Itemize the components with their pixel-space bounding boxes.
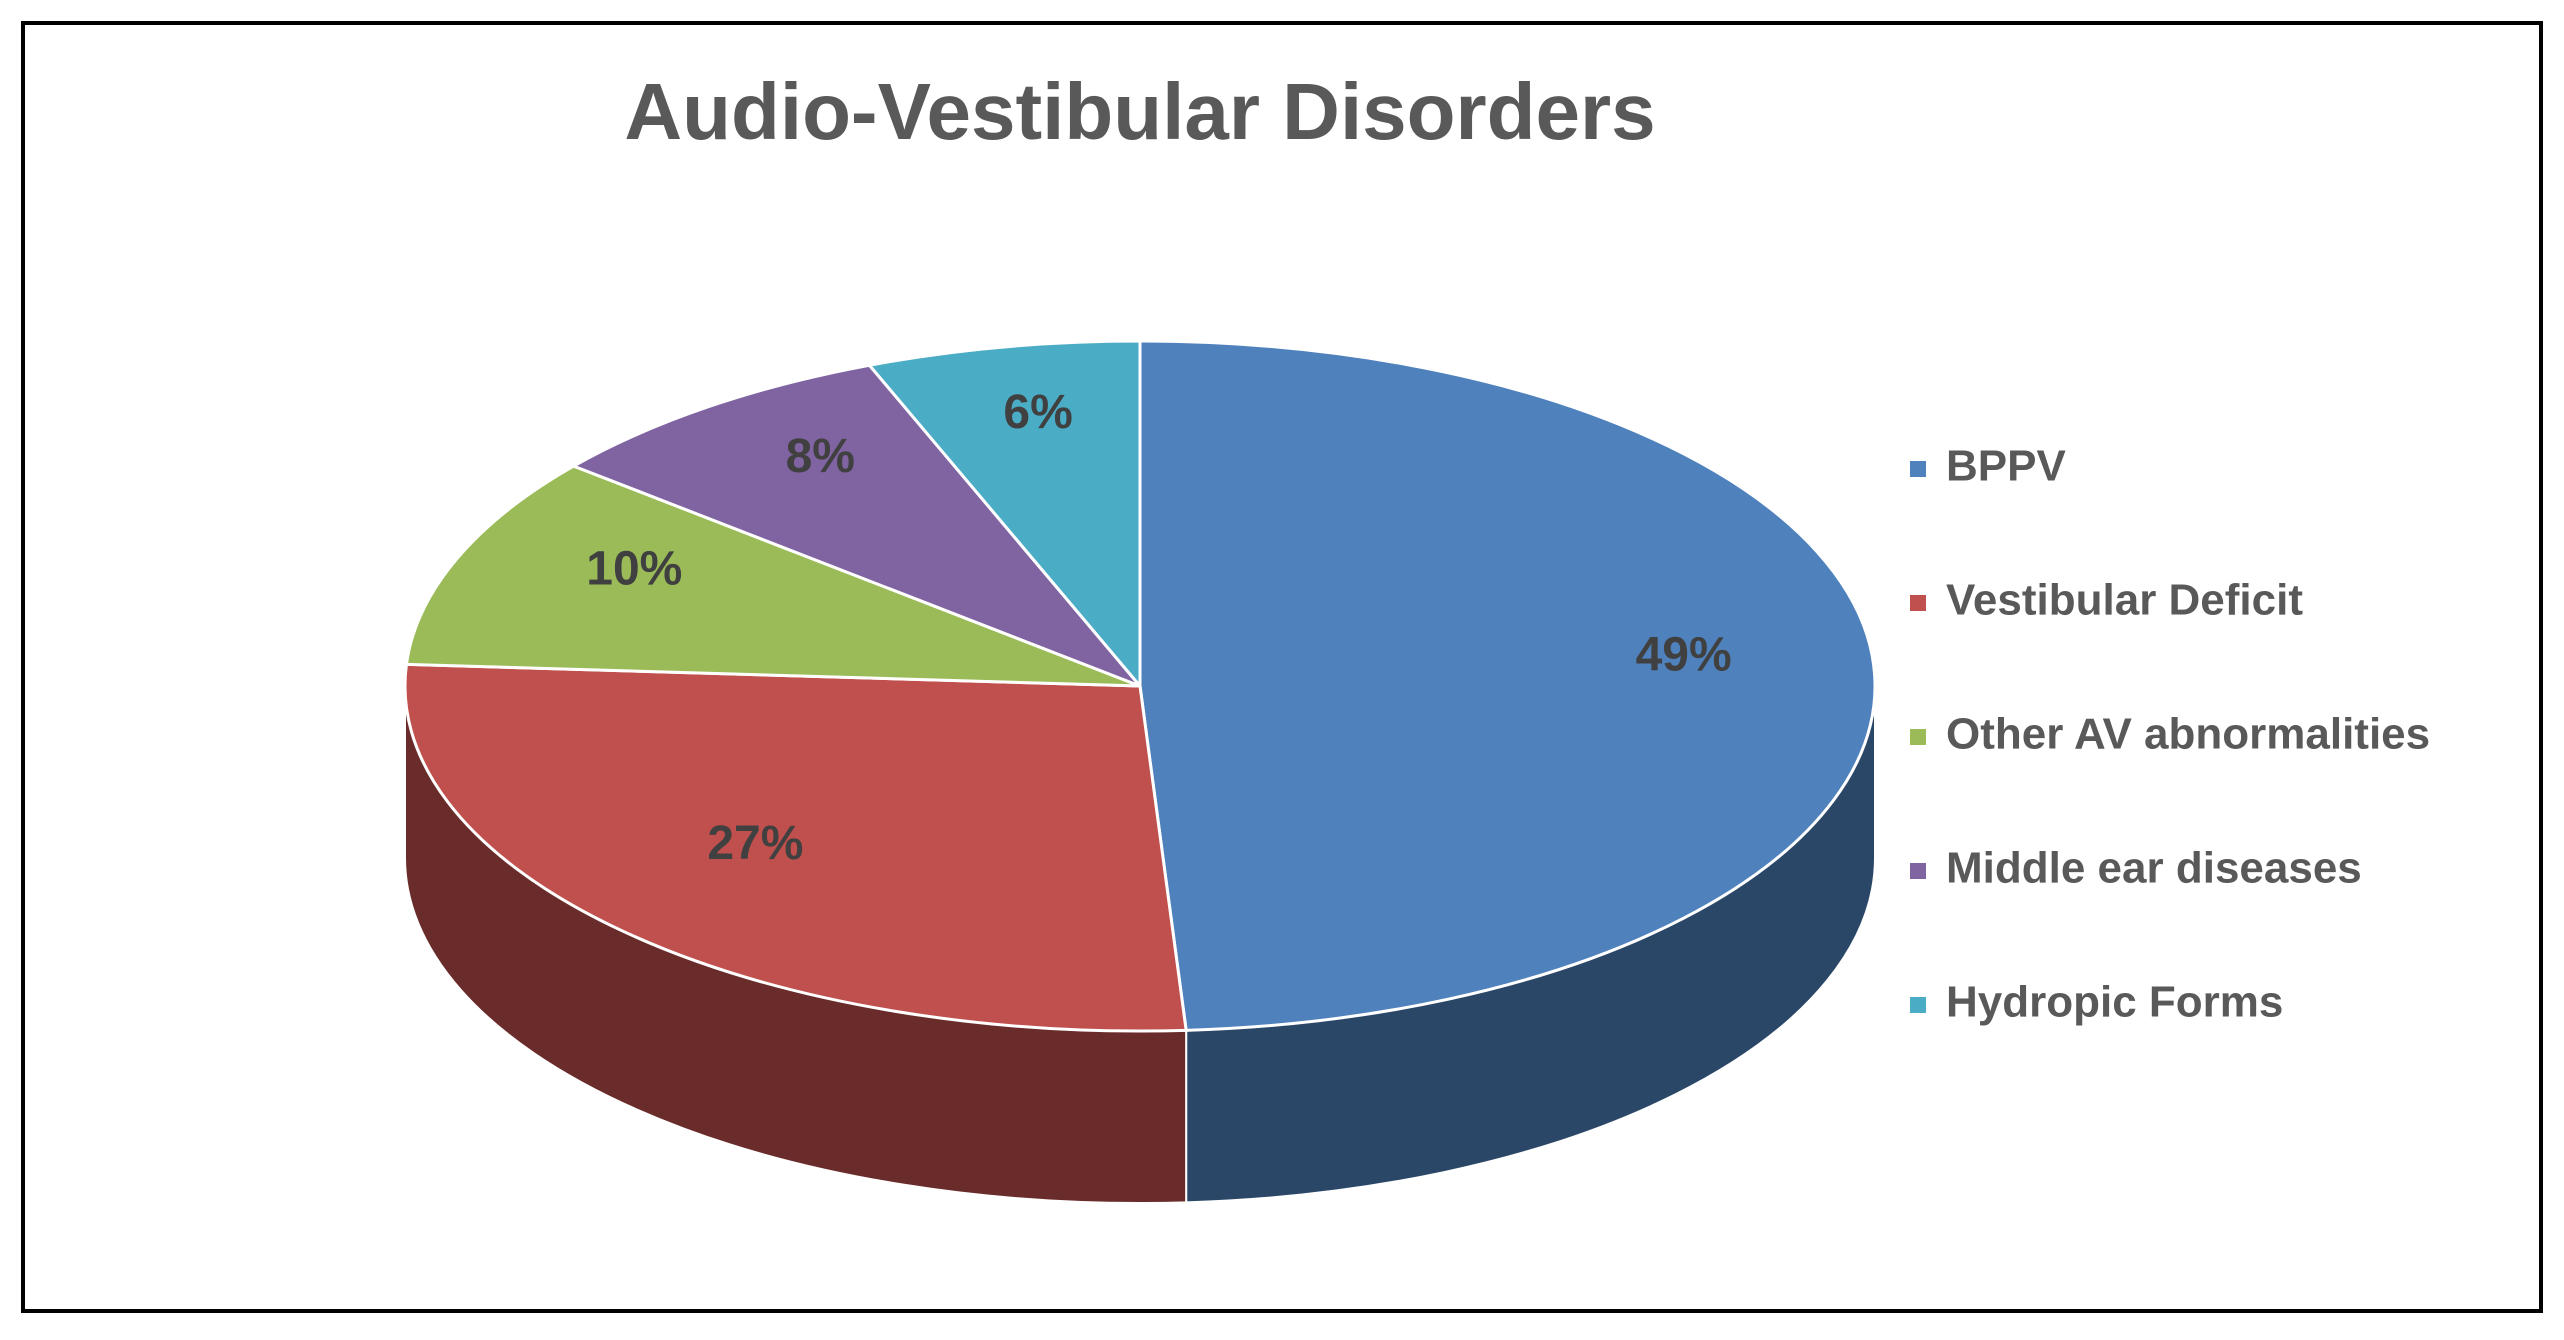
legend-label: Other AV abnormalities — [1946, 710, 2430, 759]
pie-slice — [570, 363, 1142, 688]
legend-swatch — [1910, 729, 1926, 745]
legend-label: Middle ear diseases — [1946, 844, 2362, 893]
data-label: 10% — [586, 543, 682, 596]
legend-label: Hydropic Forms — [1946, 978, 2283, 1027]
legend-swatch — [1910, 997, 1926, 1013]
legend-swatch — [1910, 461, 1926, 477]
data-label: 6% — [1003, 386, 1072, 439]
data-label: 8% — [786, 430, 855, 483]
pie-slice — [404, 464, 1141, 688]
pie-slice — [1138, 339, 1877, 1032]
data-label: 49% — [1636, 629, 1732, 682]
legend-swatch — [1910, 863, 1926, 879]
legend-swatch — [1910, 595, 1926, 611]
legend-label: BPPV — [1946, 442, 2066, 491]
pie-slice — [403, 662, 1188, 1033]
legend-label: Vestibular Deficit — [1946, 576, 2303, 625]
chart-title: Audio-Vestibular Disorders — [624, 67, 1655, 156]
data-label: 27% — [707, 817, 803, 870]
pie-slice — [866, 339, 1142, 691]
